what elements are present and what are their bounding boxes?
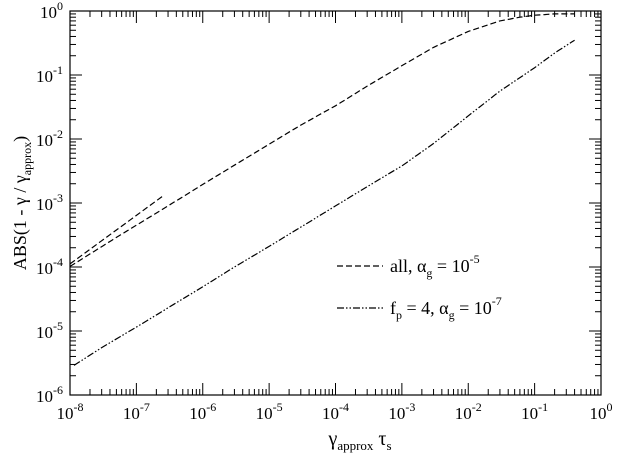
x-tick-label: 10-4: [322, 400, 349, 423]
y-label-sub: approx: [20, 142, 34, 175]
y-tick-label: 10-4: [36, 255, 63, 278]
y-tick-label: 10-5: [36, 319, 63, 342]
tick-mantissa: 10: [388, 404, 405, 423]
series-line-1: [73, 39, 575, 366]
y-label-pre: ABS(1 - γ / γ: [10, 175, 31, 270]
x-tick-label: 10-7: [123, 400, 150, 423]
ticks: [69, 10, 602, 396]
x-label-sub2: s: [386, 438, 391, 453]
tick-exponent: -6: [206, 400, 216, 414]
y-tick-label: 100: [40, 0, 63, 22]
legend: all, αg = 10-5 fp = 4, αg = 10-7: [337, 252, 502, 322]
legend-0-text2: = 10: [432, 256, 469, 276]
series-line-0: [69, 13, 575, 267]
x-tick-label: 10-5: [256, 400, 283, 423]
x-tick-label: 100: [590, 400, 613, 423]
tick-mantissa: 10: [36, 131, 53, 150]
x-tick-label: 10-1: [521, 400, 548, 423]
legend-0-sub: g: [426, 266, 432, 280]
tick-exponent: -7: [140, 400, 150, 414]
legend-label-series-1: fp = 4, αg = 10-7: [390, 294, 502, 322]
legend-1-text0: = 4, α: [402, 298, 449, 318]
x-tick-label: 10-6: [189, 400, 216, 423]
tick-mantissa: 10: [455, 404, 472, 423]
x-label-mid: τ: [373, 428, 386, 450]
x-label-sub1: approx: [337, 438, 374, 453]
tick-exponent: -2: [53, 127, 63, 141]
x-tick-label: 10-8: [57, 400, 84, 423]
tick-mantissa: 10: [123, 404, 140, 423]
series-group: [69, 13, 575, 366]
y-tick-label: 10-6: [36, 383, 63, 406]
legend-0-text1: all, α: [390, 256, 427, 276]
legend-label-series-0: all, αg = 10-5: [390, 252, 480, 280]
tick-exponent: 0: [607, 400, 613, 414]
tick-exponent: -1: [53, 63, 63, 77]
tick-mantissa: 10: [256, 404, 273, 423]
tick-mantissa: 10: [36, 67, 53, 86]
tick-exponent: -4: [53, 255, 63, 269]
legend-1-sub: g: [449, 308, 455, 322]
legend-1-sub0: p: [396, 308, 402, 322]
y-tick-label: 10-1: [36, 63, 63, 86]
legend-0-sup: -5: [470, 252, 480, 266]
x-label-base: γ: [327, 428, 337, 450]
tick-mantissa: 10: [36, 195, 53, 214]
tick-labels: 10-8 10-7 10-6 10-5 10-4 10-3 10-2 10-1 10010-61…: [36, 0, 613, 423]
legend-1-text1: f: [390, 298, 396, 318]
tick-exponent: -1: [538, 400, 548, 414]
y-tick-label: 10-3: [36, 191, 63, 214]
tick-mantissa: 10: [36, 323, 53, 342]
y-tick-label: 10-2: [36, 127, 63, 150]
tick-exponent: -4: [339, 400, 349, 414]
tick-mantissa: 10: [40, 3, 57, 22]
plot-frame: [69, 10, 602, 396]
tick-exponent: -8: [74, 400, 84, 414]
tick-exponent: -3: [405, 400, 415, 414]
x-tick-label: 10-3: [388, 400, 415, 423]
x-axis-label: γapprox τs: [327, 428, 391, 453]
tick-mantissa: 10: [590, 404, 607, 423]
tick-exponent: -2: [472, 400, 482, 414]
x-tick-label: 10-2: [455, 400, 482, 423]
series-line-2: [69, 195, 164, 265]
legend-1-text2: = 10: [455, 298, 492, 318]
y-label-post: ): [10, 136, 31, 142]
tick-exponent: 0: [57, 0, 63, 13]
tick-exponent: -6: [53, 383, 63, 397]
legend-1-sup: -7: [492, 294, 502, 308]
tick-mantissa: 10: [521, 404, 538, 423]
tick-mantissa: 10: [322, 404, 339, 423]
tick-exponent: -3: [53, 191, 63, 205]
y-axis-label: ABS(1 - γ / γapprox): [10, 136, 34, 270]
tick-exponent: -5: [53, 319, 63, 333]
tick-mantissa: 10: [36, 259, 53, 278]
tick-mantissa: 10: [36, 387, 53, 406]
tick-mantissa: 10: [189, 404, 206, 423]
tick-exponent: -5: [273, 400, 283, 414]
tick-mantissa: 10: [57, 404, 74, 423]
